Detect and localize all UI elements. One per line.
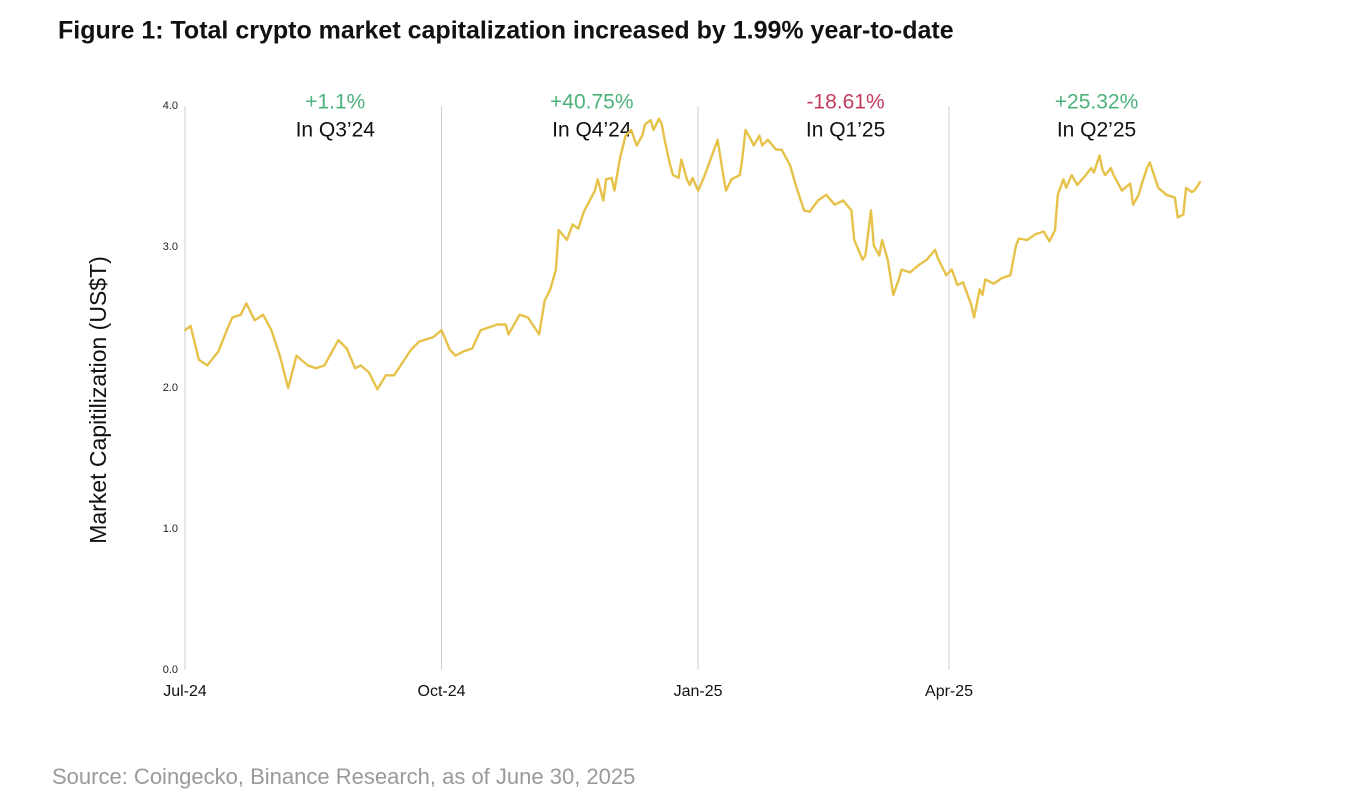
y-tick-label: 0.0	[163, 664, 178, 676]
y-tick-label: 3.0	[163, 241, 178, 253]
source-note: Source: Coingecko, Binance Research, as …	[52, 764, 635, 789]
y-tick-label: 1.0	[163, 523, 178, 535]
annotation-period: In Q1’25	[806, 119, 885, 142]
annotation-period: In Q4’24	[552, 119, 632, 142]
annotation-change: +40.75%	[550, 91, 634, 114]
x-tick-label: Apr-25	[925, 683, 973, 700]
y-axis-label: Market Capitilization (US$T)	[85, 256, 111, 544]
x-tick-label: Jul-24	[163, 683, 207, 700]
x-tick-label: Oct-24	[418, 683, 466, 700]
market-cap-line	[183, 117, 1202, 391]
annotation-period: In Q2’25	[1057, 119, 1136, 142]
y-tick-label: 4.0	[163, 100, 178, 112]
annotation-change: +1.1%	[305, 91, 365, 114]
x-tick-label: Jan-25	[674, 683, 723, 700]
chart-title: Figure 1: Total crypto market capitaliza…	[58, 17, 954, 45]
y-tick-label: 2.0	[163, 382, 178, 394]
annotation-period: In Q3’24	[296, 119, 376, 142]
annotation-change: +25.32%	[1055, 91, 1139, 114]
annotation-change: -18.61%	[806, 91, 884, 114]
